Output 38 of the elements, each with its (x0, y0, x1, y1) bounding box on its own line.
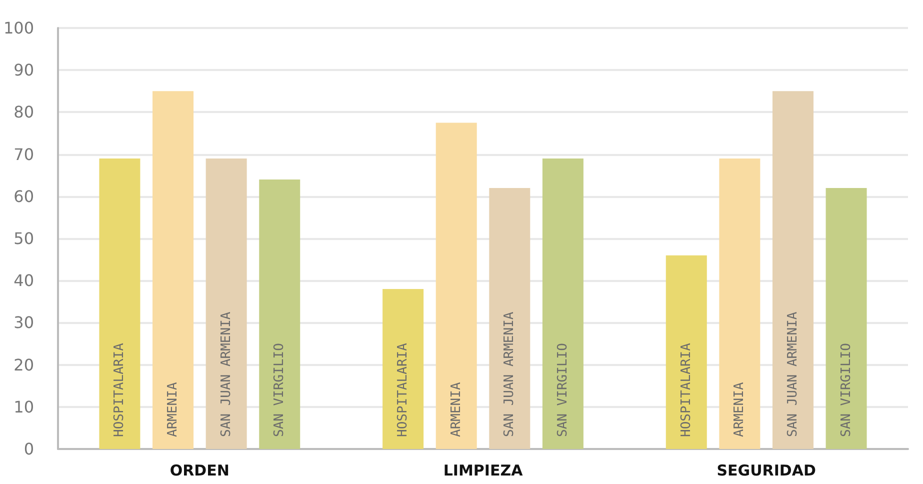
text: HOSPITALARIA (396, 343, 411, 437)
y-tick-label: 50 (14, 229, 34, 248)
bar (772, 91, 814, 449)
bar (666, 255, 707, 449)
y-tick-label: 80 (14, 102, 34, 122)
series-label: SAN VIRGILIO (272, 342, 288, 437)
y-tick-label: 10 (14, 397, 34, 416)
bar (206, 158, 247, 449)
y-tick-label: 90 (14, 60, 34, 80)
bar (99, 158, 140, 449)
x-tick-label: LIMPIEZA (443, 462, 524, 480)
bar (719, 158, 760, 449)
y-tick-label: 40 (14, 271, 34, 290)
y-tick-label: 30 (14, 313, 34, 332)
bar (259, 180, 300, 449)
x-tick-label: ORDEN (170, 462, 230, 480)
text: ARMENIA (732, 382, 748, 437)
bar (489, 188, 530, 449)
series-label: ARMENIA (166, 382, 181, 437)
series-label: SAN JUAN ARMENIA (218, 312, 234, 437)
bar (436, 122, 477, 449)
bar (542, 158, 584, 449)
text: SAN VIRGILIO (555, 343, 570, 437)
y-tick-label: 70 (14, 144, 34, 164)
text: HOSPITALARIA (678, 343, 694, 437)
text: ARMENIA (448, 382, 464, 437)
bar (382, 289, 424, 449)
x-tick-label: SEGURIDAD (716, 462, 816, 480)
y-tick-label: 0 (24, 440, 34, 458)
text: SAN VIRGILIO (838, 343, 854, 437)
y-tick-label: 60 (14, 186, 34, 206)
bar (826, 188, 867, 449)
series-label: HOSPITALARIA (112, 342, 128, 437)
bar (152, 91, 194, 449)
text: SAN JUAN ARMENIA (785, 312, 800, 437)
y-tick-label: 20 (14, 355, 34, 374)
y-tick-label: 100 (3, 18, 34, 38)
text: SAN JUAN ARMENIA (502, 312, 518, 437)
